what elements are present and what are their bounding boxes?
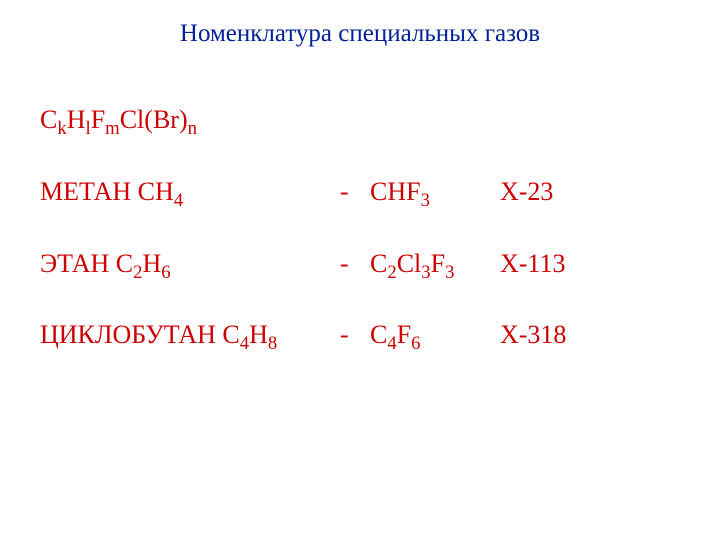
compound-label: Х-318 [500,318,680,352]
dash-separator: - [340,318,370,352]
compound-name: ЭТАН C2H6 [40,247,340,281]
product-formula: C2Cl3F3 [370,247,500,281]
product-formula: C4F6 [370,318,500,352]
compound-name: МЕТАН CH4 [40,175,340,209]
compound-name: ЦИКЛОБУТАН C4H8 [40,318,340,352]
compound-row: ЭТАН C2H6 - C2Cl3F3 Х-113 [40,247,680,281]
product-formula: CHF3 [370,175,500,209]
content-area: CkHlFmCl(Br)n МЕТАН CH4 - CHF3 Х-23 ЭТАН… [40,103,680,352]
compound-row: МЕТАН CH4 - CHF3 Х-23 [40,175,680,209]
general-formula: CkHlFmCl(Br)n [40,103,680,137]
dash-separator: - [340,175,370,209]
page-title: Номенклатура специальных газов [40,20,680,48]
compound-row: ЦИКЛОБУТАН C4H8 - C4F6 Х-318 [40,318,680,352]
dash-separator: - [340,247,370,281]
compound-label: Х-113 [500,247,680,281]
compound-label: Х-23 [500,175,680,209]
